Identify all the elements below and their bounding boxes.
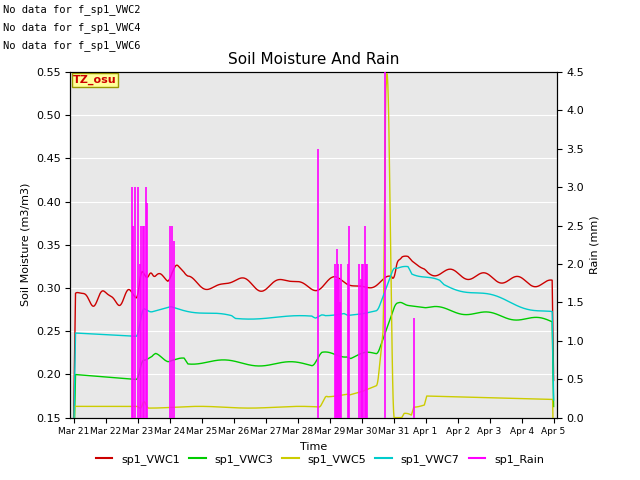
- Title: Soil Moisture And Rain: Soil Moisture And Rain: [228, 52, 399, 67]
- Text: No data for f_sp1_VWC2: No data for f_sp1_VWC2: [3, 4, 141, 15]
- Legend: sp1_VWC1, sp1_VWC3, sp1_VWC5, sp1_VWC7, sp1_Rain: sp1_VWC1, sp1_VWC3, sp1_VWC5, sp1_VWC7, …: [92, 450, 548, 469]
- Text: TZ_osu: TZ_osu: [73, 75, 117, 85]
- X-axis label: Time: Time: [300, 442, 327, 452]
- Y-axis label: Soil Moisture (m3/m3): Soil Moisture (m3/m3): [20, 183, 30, 307]
- Y-axis label: Rain (mm): Rain (mm): [590, 216, 600, 274]
- Text: No data for f_sp1_VWC6: No data for f_sp1_VWC6: [3, 40, 141, 51]
- Text: No data for f_sp1_VWC4: No data for f_sp1_VWC4: [3, 22, 141, 33]
